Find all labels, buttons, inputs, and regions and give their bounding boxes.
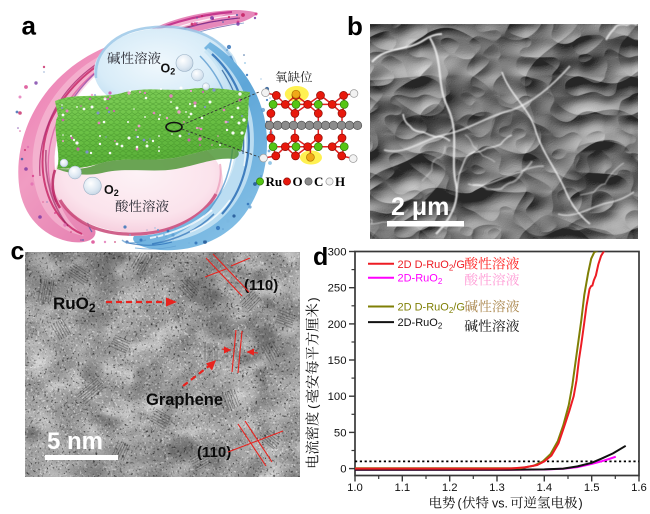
- svg-text:5 nm: 5 nm: [47, 428, 103, 455]
- svg-text:(: (: [458, 497, 463, 511]
- svg-text:(110): (110): [244, 277, 278, 294]
- svg-text:1.1: 1.1: [394, 482, 410, 494]
- svg-text:d: d: [313, 243, 328, 271]
- svg-text:50: 50: [334, 427, 347, 439]
- svg-text:vs.: vs.: [492, 497, 508, 511]
- svg-text:RuO2: RuO2: [53, 294, 96, 315]
- svg-text:0: 0: [340, 464, 346, 476]
- svg-text:b: b: [347, 11, 363, 41]
- svg-text:2D D-RuO2/G: 2D D-RuO2/G: [398, 302, 465, 316]
- svg-text:H: H: [335, 174, 345, 189]
- svg-text:2D-RuO2: 2D-RuO2: [398, 273, 443, 287]
- svg-text:Ru: Ru: [266, 174, 283, 189]
- svg-text:2 μm: 2 μm: [391, 193, 449, 221]
- svg-text:1.0: 1.0: [347, 482, 363, 494]
- svg-text:2D D-RuO2/G: 2D D-RuO2/G: [398, 259, 465, 273]
- svg-text:a: a: [22, 11, 37, 41]
- svg-text:O: O: [293, 174, 303, 189]
- svg-text:1.4: 1.4: [536, 482, 552, 494]
- svg-text:1.6: 1.6: [631, 482, 647, 494]
- svg-text:(110): (110): [197, 444, 231, 461]
- svg-text:1.2: 1.2: [442, 482, 458, 494]
- svg-text:c: c: [11, 238, 25, 266]
- svg-text:C: C: [314, 174, 323, 189]
- svg-text:100: 100: [328, 391, 347, 403]
- svg-text:): ): [306, 297, 321, 301]
- svg-text:250: 250: [328, 283, 347, 295]
- svg-text:2D-RuO2: 2D-RuO2: [398, 317, 443, 331]
- svg-text:Graphene: Graphene: [146, 391, 223, 409]
- svg-text:150: 150: [328, 355, 347, 367]
- svg-text:): ): [579, 497, 583, 511]
- svg-text:1.3: 1.3: [489, 482, 505, 494]
- svg-text:200: 200: [328, 319, 347, 331]
- svg-text:1.5: 1.5: [584, 482, 600, 494]
- svg-text:300: 300: [328, 247, 347, 259]
- svg-text:(: (: [306, 404, 321, 409]
